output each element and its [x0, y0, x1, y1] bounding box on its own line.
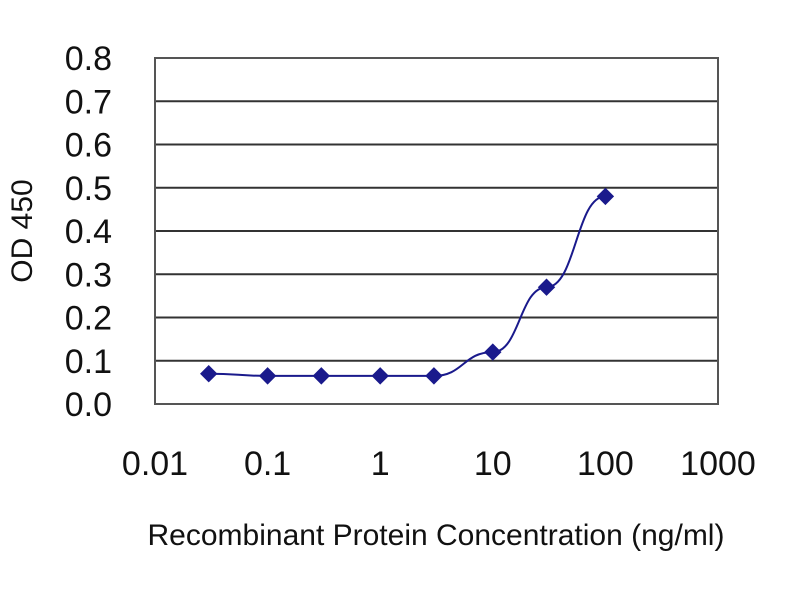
y-tick-label: 0.1	[65, 343, 112, 381]
data-point-marker	[596, 187, 615, 206]
x-tick-label: 1	[371, 445, 390, 483]
y-tick-label: 0.4	[65, 213, 112, 251]
x-tick-label: 100	[577, 445, 634, 483]
y-tick-label: 0.7	[65, 83, 112, 121]
x-tick-label: 1000	[680, 445, 756, 483]
data-point-marker	[371, 367, 389, 385]
x-axis-ticks: 0.01 0.1 1 10 100 1000	[122, 445, 756, 483]
y-tick-label: 0.6	[65, 127, 112, 165]
data-point-marker	[537, 278, 556, 296]
y-axis-ticks: 0.0 0.1 0.2 0.3 0.4 0.5 0.6 0.7 0.8	[65, 40, 112, 424]
plot-area	[154, 57, 719, 405]
y-tick-label: 0.0	[65, 386, 112, 424]
y-tick-label: 0.5	[65, 170, 112, 208]
data-point-marker	[484, 343, 502, 361]
x-tick-label: 0.1	[244, 445, 291, 483]
y-tick-label: 0.8	[65, 40, 112, 78]
data-point-marker	[258, 367, 277, 385]
x-tick-label: 10	[474, 445, 512, 483]
gridlines	[155, 100, 718, 362]
data-series	[200, 187, 615, 385]
data-point-marker	[200, 365, 218, 383]
data-point-marker	[312, 367, 331, 385]
data-point-marker	[425, 367, 443, 385]
x-tick-label: 0.01	[122, 445, 188, 483]
y-tick-label: 0.2	[65, 300, 112, 338]
y-tick-label: 0.3	[65, 256, 112, 294]
y-axis-title: OD 450	[6, 179, 39, 282]
x-axis-title: Recombinant Protein Concentration (ng/ml…	[148, 519, 725, 552]
